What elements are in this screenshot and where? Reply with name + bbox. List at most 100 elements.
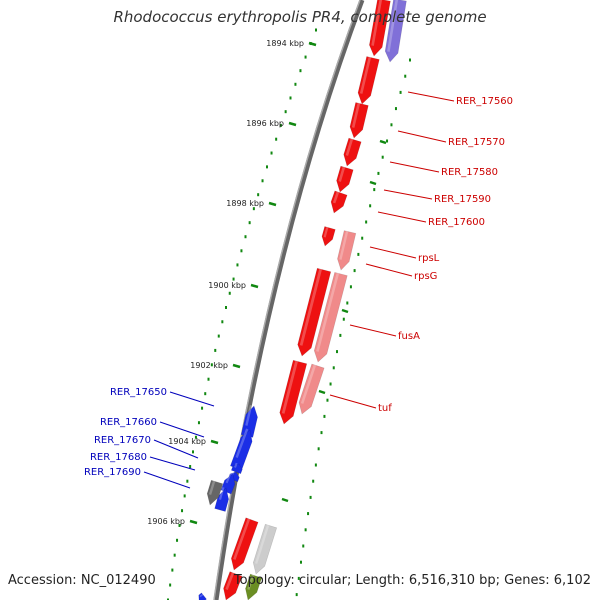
gene-arrow — [298, 363, 325, 415]
map-title: Rhodococcus erythropolis PR4, complete g… — [113, 8, 487, 26]
inner-tick-dot — [194, 435, 197, 439]
outer-tick-dot — [373, 188, 376, 192]
gene-arrow-shine — [208, 480, 216, 495]
leader-line — [389, 161, 440, 173]
leader-line — [153, 439, 199, 459]
gene-arrow-shine — [359, 56, 372, 94]
inner-tick-dot — [289, 96, 292, 100]
gene-arrow — [357, 56, 380, 105]
gene-arrow — [214, 487, 229, 512]
leader-line — [169, 391, 215, 407]
label-leaders — [143, 91, 455, 489]
outer-tick-dot — [339, 333, 342, 337]
leader-line — [383, 189, 433, 200]
gene-arrow — [321, 226, 336, 247]
tick-label: 1902 kbp — [190, 361, 228, 370]
genome-summary-text: Topology: circular; Length: 6,516,310 bp… — [233, 573, 591, 588]
gene-labels: RER_17560 RER_17570 RER_17580 RER_17590 RER_… — [84, 96, 513, 478]
inner-tick-dot — [204, 392, 207, 396]
gene-arrow-shine — [225, 572, 235, 590]
inner-tick-dot — [228, 291, 231, 295]
inner-tick-dot — [171, 568, 174, 572]
inner-tick-dot — [176, 538, 179, 542]
inner-tick-dot — [270, 151, 273, 155]
inner-tick-dot — [315, 28, 317, 32]
inner-tick-dot — [232, 277, 235, 281]
gene-label-right: RER_17570 — [448, 137, 505, 148]
outer-tick-dot — [377, 171, 380, 175]
inner-tick-dot — [207, 377, 210, 381]
gene-arrow — [223, 571, 243, 600]
minor-tick — [341, 308, 349, 314]
gene-arrow — [230, 517, 259, 571]
inner-tick-dot — [214, 348, 217, 352]
major-tick — [308, 41, 317, 47]
tick-marks: 1894 kbp 1896 kbp 1898 kbp 1900 kbp 1902 kbp… — [147, 39, 387, 526]
leader-line — [369, 246, 417, 259]
inner-tick-dot — [169, 583, 172, 587]
gene-arrow — [343, 137, 362, 167]
gene-label-right: rpsG — [414, 271, 437, 282]
outer-tick-dot — [320, 431, 323, 435]
minor-tick — [281, 497, 289, 503]
gene-arrow-shine — [387, 0, 399, 52]
gene-arrow-shine — [338, 166, 346, 182]
gene-arrow-shine — [218, 486, 225, 500]
tick-label: 1900 kbp — [208, 281, 246, 290]
gene-arrow-shine — [225, 472, 232, 484]
gene-label-right: RER_17600 — [428, 217, 485, 228]
gene-arrow-shine — [323, 226, 329, 238]
gene-arrow — [384, 0, 407, 63]
gene-arrow-shine — [351, 102, 361, 128]
gene-label-right: RER_17590 — [434, 194, 491, 205]
leader-line — [329, 394, 377, 409]
gene-arrow — [297, 267, 332, 357]
inner-tick-dot — [236, 263, 239, 267]
outer-tick-dot — [307, 512, 310, 516]
gene-arrow-shine — [316, 272, 340, 352]
inner-tick-dot — [192, 450, 194, 454]
outer-tick-dot — [312, 479, 315, 483]
outer-tick-dot — [365, 220, 368, 224]
inner-tick-dot — [221, 320, 224, 324]
outer-tick-dot — [317, 447, 320, 451]
gene-label-left: RER_17670 — [94, 435, 151, 446]
gene-label-right: fusA — [398, 331, 420, 342]
inner-tick-dot — [189, 465, 192, 469]
outer-tick-dot — [302, 544, 305, 548]
gene-label-right: tuf — [378, 403, 392, 414]
leader-line — [149, 456, 196, 471]
outer-tick-dot — [409, 58, 411, 62]
outer-tick-dot — [394, 107, 397, 111]
gene-label-left: RER_17650 — [110, 387, 167, 398]
gene-arrow — [349, 102, 369, 139]
outer-tick-dot — [346, 301, 349, 305]
inner-tick-dot — [266, 165, 268, 169]
major-tick — [189, 519, 198, 525]
inner-tick-dot — [284, 110, 287, 114]
gene-label-left: RER_17680 — [90, 452, 147, 463]
outer-tick-dot — [297, 576, 300, 580]
outer-tick-dot — [361, 236, 364, 240]
gene-arrow-shine — [254, 524, 270, 564]
outer-tick-dot — [342, 317, 345, 321]
leader-line — [349, 324, 397, 337]
outer-tick-dot — [386, 139, 389, 143]
gene-arrow — [245, 573, 263, 600]
inner-tick-dot — [252, 207, 255, 211]
gene-arrow — [313, 271, 348, 363]
outer-tick-dot — [353, 269, 356, 273]
inner-tick-dot — [178, 523, 181, 527]
outer-tick-dot — [381, 155, 384, 159]
outer-tick-dot — [304, 528, 307, 532]
major-tick — [210, 439, 219, 445]
gene-arrow-shine — [281, 360, 298, 414]
outer-tick-dot — [329, 382, 332, 386]
inner-tick-dot — [279, 123, 282, 127]
inner-tick-dot — [299, 69, 302, 73]
gene-arrow-shine — [300, 364, 317, 404]
outer-tick-dot — [399, 90, 402, 94]
inner-tick-dot — [304, 55, 307, 59]
gene-arrow-shine — [247, 574, 255, 590]
